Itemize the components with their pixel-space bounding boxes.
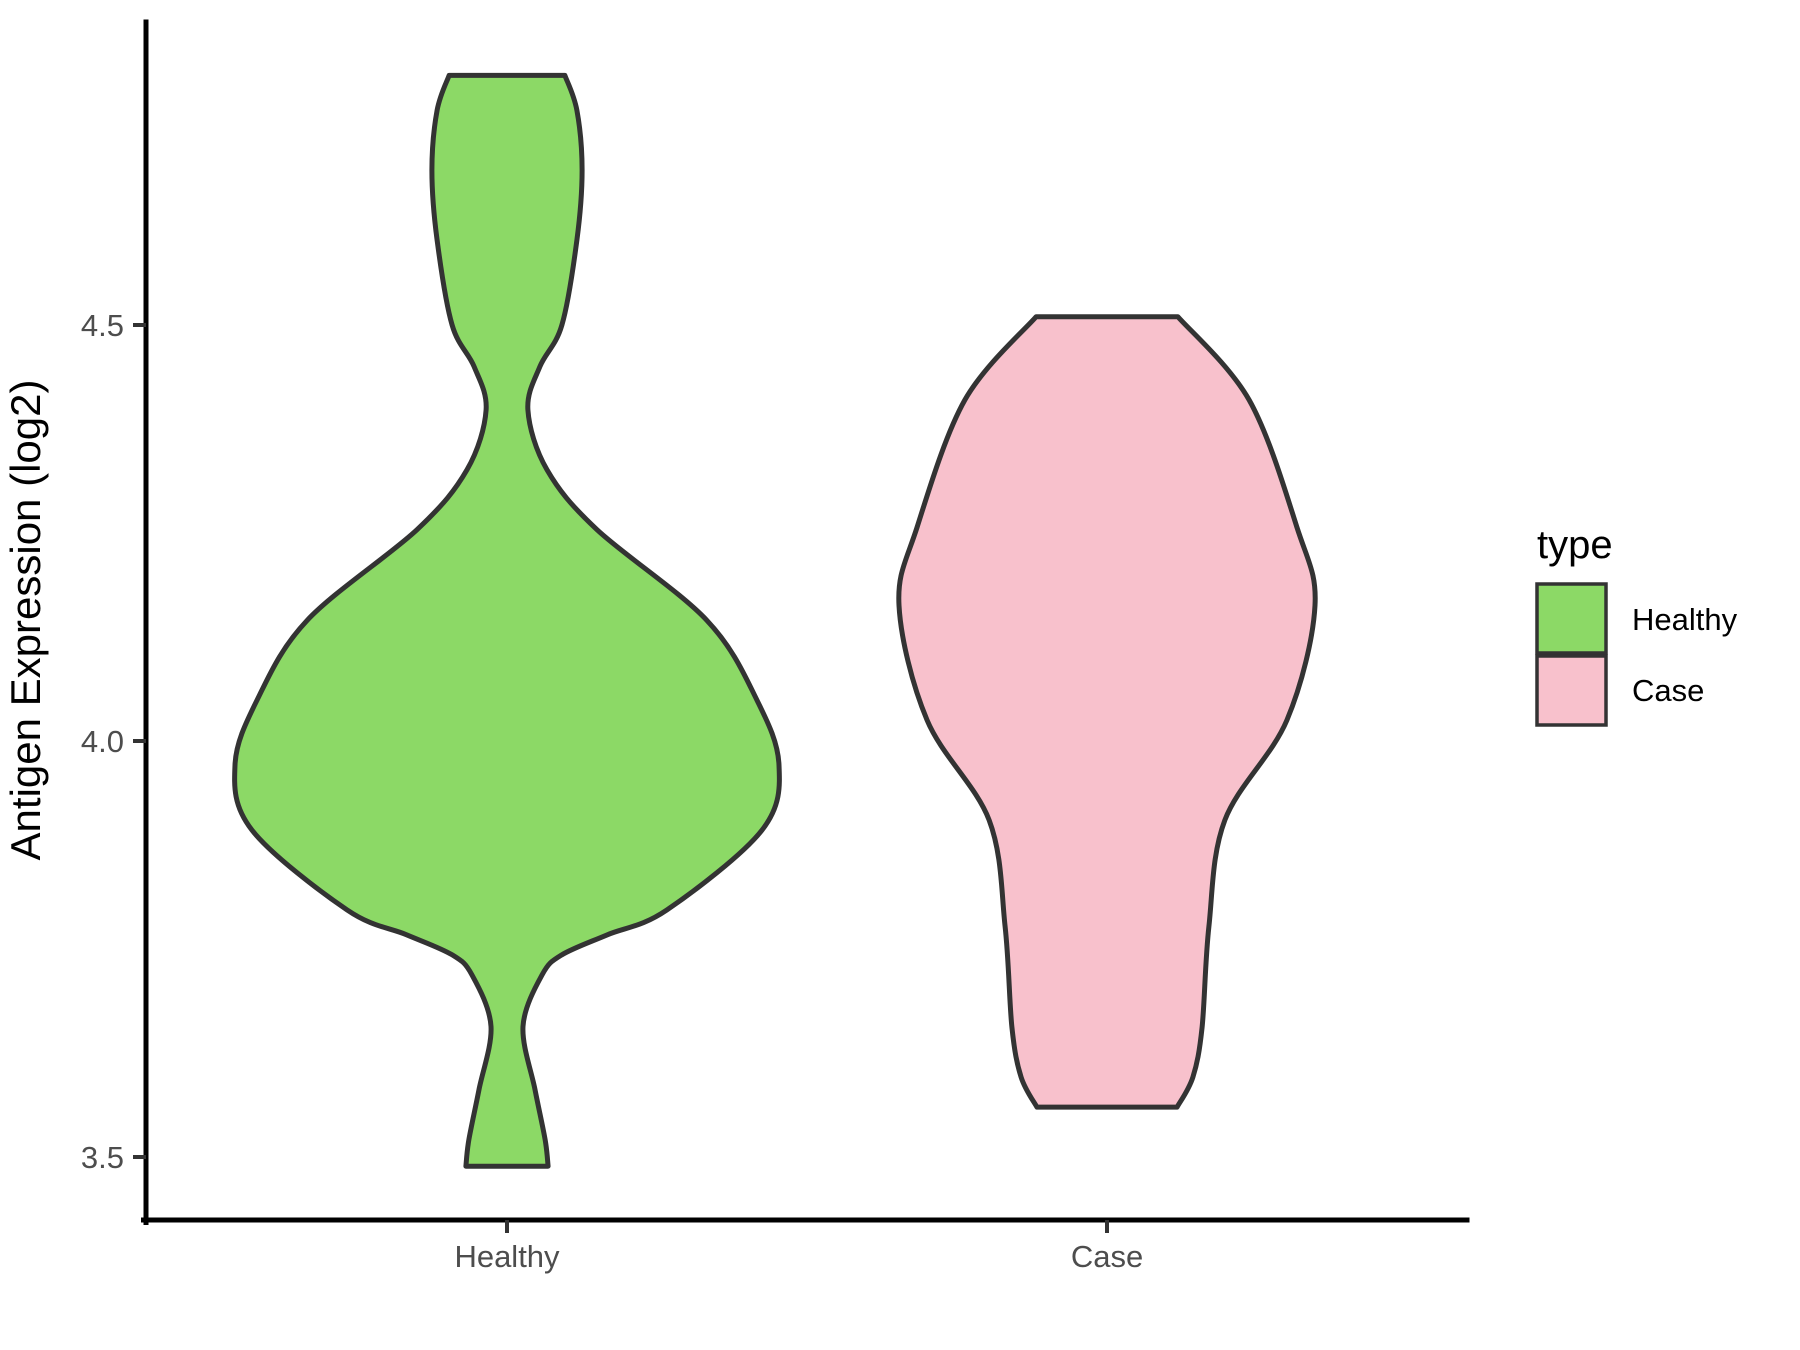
axes: 3.5 4.0 4.5 Healthy Case: [81, 19, 1470, 1274]
violins: [232, 72, 1318, 1169]
legend: type Healthy Case: [1535, 523, 1738, 727]
violin-case: [896, 314, 1318, 1110]
legend-swatch-case-icon: [1535, 654, 1608, 727]
legend-entry-case: Case: [1535, 654, 1704, 727]
legend-label-healthy: Healthy: [1632, 602, 1738, 637]
legend-title: type: [1537, 523, 1613, 567]
y-axis-title: Antigen Expression (log2): [2, 380, 49, 861]
legend-swatch-healthy-icon: [1535, 582, 1608, 655]
violin-healthy: [232, 72, 782, 1169]
x-tick-label: Case: [1071, 1239, 1143, 1274]
y-tick-label: 4.5: [81, 308, 124, 343]
legend-label-case: Case: [1632, 673, 1704, 708]
x-tick-label: Healthy: [454, 1239, 560, 1274]
legend-entry-healthy: Healthy: [1535, 582, 1738, 655]
y-tick-label: 3.5: [81, 1140, 124, 1175]
y-tick-label: 4.0: [81, 724, 124, 759]
